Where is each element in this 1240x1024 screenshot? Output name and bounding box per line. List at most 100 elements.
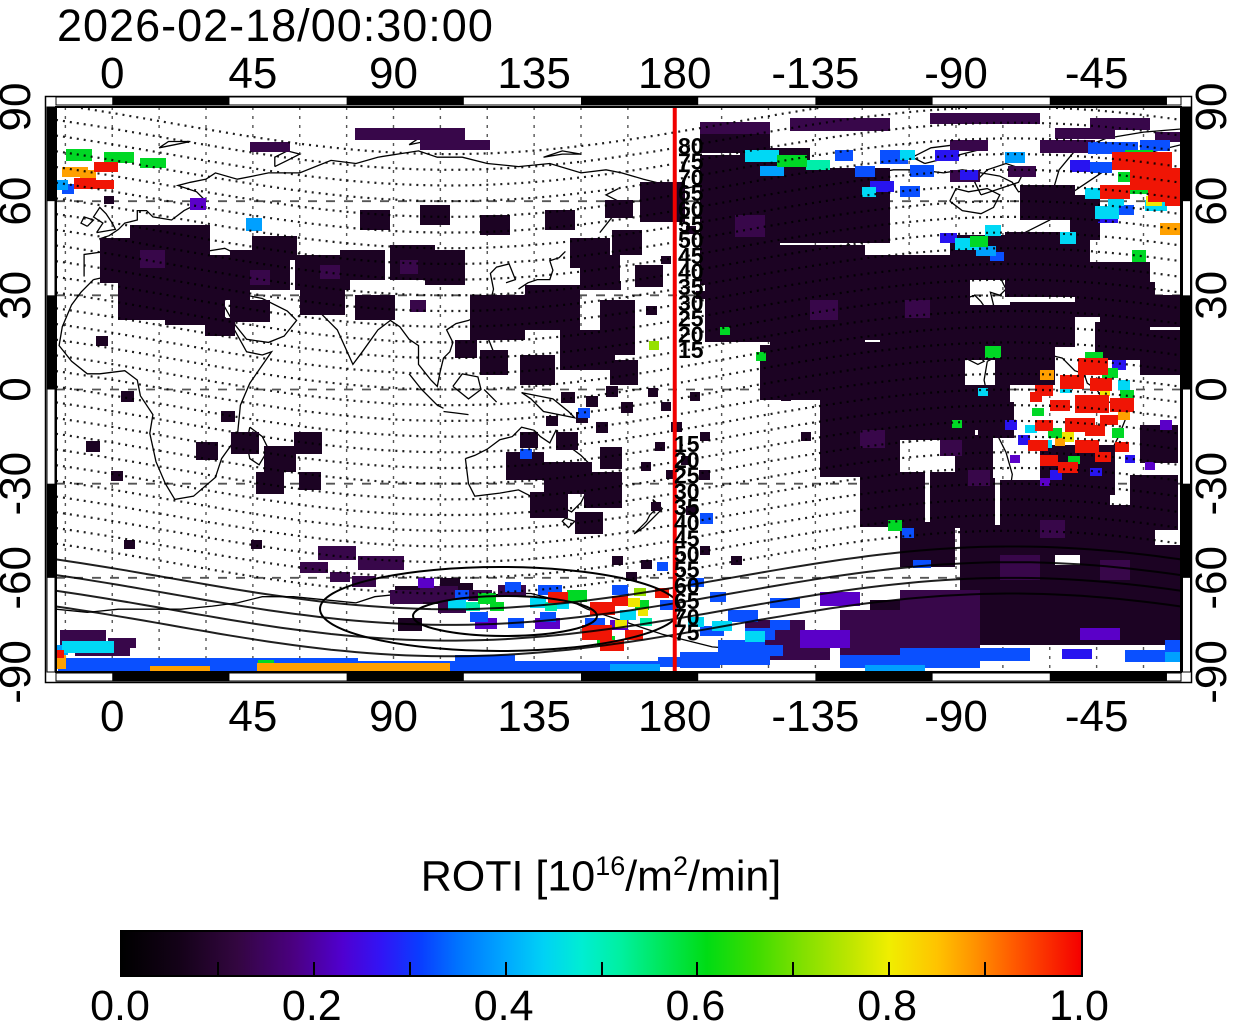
roti-cell (1140, 140, 1170, 151)
roti-cell (955, 478, 995, 528)
roti-cell (246, 218, 262, 231)
roti-cell (1112, 428, 1124, 438)
roti-cell (420, 140, 490, 150)
roti-cell (525, 285, 580, 330)
roti-cell (150, 666, 210, 672)
coastline-path (543, 150, 582, 158)
roti-cell (620, 610, 636, 620)
lon-axis-label-bottom: -45 (1065, 692, 1129, 741)
roti-cell (410, 300, 426, 312)
magnetic-contour-line (80, 107, 819, 156)
lon-axis-label-top: -45 (1065, 49, 1129, 98)
roti-cell (780, 168, 890, 243)
lat-axis-label-left: -90 (0, 640, 40, 704)
lon-axis-label-bottom: 135 (497, 692, 570, 741)
roti-cell (1118, 380, 1130, 390)
lon-axis-label-bottom: -90 (924, 692, 988, 741)
roti-cell (1085, 352, 1103, 362)
roti-cell (760, 166, 784, 176)
roti-cell (1160, 420, 1172, 430)
roti-cell (56, 655, 66, 669)
lon-axis-label-top: 0 (100, 49, 124, 98)
lon-axis-label-top: 180 (638, 49, 711, 98)
roti-cell (735, 215, 765, 237)
contour-label: 15 (678, 337, 704, 363)
roti-cell (480, 350, 508, 375)
roti-cell (540, 612, 556, 622)
roti-cell (561, 392, 575, 403)
roti-cell (655, 442, 665, 451)
roti-cell (755, 645, 783, 656)
roti-cell (1132, 250, 1146, 262)
roti-cell (1090, 468, 1102, 476)
roti-cell (74, 178, 96, 189)
magnetic-contour-line (56, 388, 1181, 454)
roti-cell (1040, 478, 1050, 486)
roti-cell (1055, 128, 1115, 139)
roti-cell (606, 386, 618, 397)
roti-cell (990, 252, 1004, 261)
roti-cell (140, 158, 166, 168)
roti-cell (1040, 370, 1054, 380)
roti-cell (1100, 388, 1110, 396)
contour-label: 60 (678, 196, 704, 222)
magnetic-pole-contour-ellipse (319, 566, 681, 652)
roti-cell (985, 346, 1001, 358)
contour-label: 70 (678, 164, 704, 190)
contour-label: 20 (678, 321, 704, 347)
roti-cell (358, 661, 658, 672)
roti-cell (358, 556, 404, 570)
roti-cell (456, 583, 473, 593)
roti-cell (1110, 398, 1134, 412)
magnetic-contour-line (56, 466, 1181, 532)
roti-cell (1028, 440, 1048, 451)
frame-band-segment (1182, 295, 1191, 390)
roti-cell (728, 610, 758, 622)
roti-cell (1090, 162, 1112, 173)
roti-cell (1062, 649, 1092, 659)
roti-cell (66, 149, 92, 161)
coastline-path (158, 140, 191, 149)
roti-cell (628, 598, 640, 607)
roti-cell (658, 657, 682, 667)
roti-cell (585, 618, 605, 628)
roti-cell (835, 150, 853, 161)
roti-cell (661, 256, 671, 264)
roti-cell (610, 360, 638, 385)
roti-cell (1118, 410, 1130, 420)
map-interior: 8075706560555045403530252015152025303540… (56, 107, 1181, 672)
contour-label: 25 (678, 306, 704, 332)
roti-cell (810, 300, 838, 320)
roti-cell (930, 430, 940, 439)
roti-cell (1165, 640, 1181, 650)
roti-cell (221, 411, 235, 422)
roti-cell (1130, 475, 1178, 530)
roti-cell (699, 470, 710, 480)
roti-cell (913, 560, 931, 568)
colorbar-tick (504, 962, 507, 975)
roti-cell (935, 150, 959, 161)
magnetic-contour-line (56, 168, 1181, 234)
magnetic-contour-line (56, 451, 1181, 517)
roti-cell (535, 618, 560, 629)
magnetic-latitude-contours (56, 107, 1181, 658)
roti-cell (570, 238, 610, 268)
roti-cell (545, 210, 575, 230)
magnetic-contour-line (56, 325, 1181, 391)
coastline-path (561, 517, 577, 529)
roti-cell (257, 663, 450, 672)
roti-cell (1140, 425, 1178, 463)
coastline-path (80, 216, 95, 227)
roti-cell (86, 441, 100, 452)
contour-label: 55 (674, 557, 700, 583)
colorbar-tick-label: 0.4 (473, 982, 534, 1024)
roti-cell (985, 225, 1001, 236)
coastline-path (452, 373, 482, 400)
roti-cell (1040, 455, 1058, 466)
magnetic-contour-line (56, 435, 1181, 501)
roti-cell (860, 430, 885, 448)
roti-cell (575, 512, 603, 534)
roti-cell (910, 165, 934, 177)
frame-band-segment (47, 107, 55, 202)
colorbar-title-end: /min] (688, 852, 782, 901)
